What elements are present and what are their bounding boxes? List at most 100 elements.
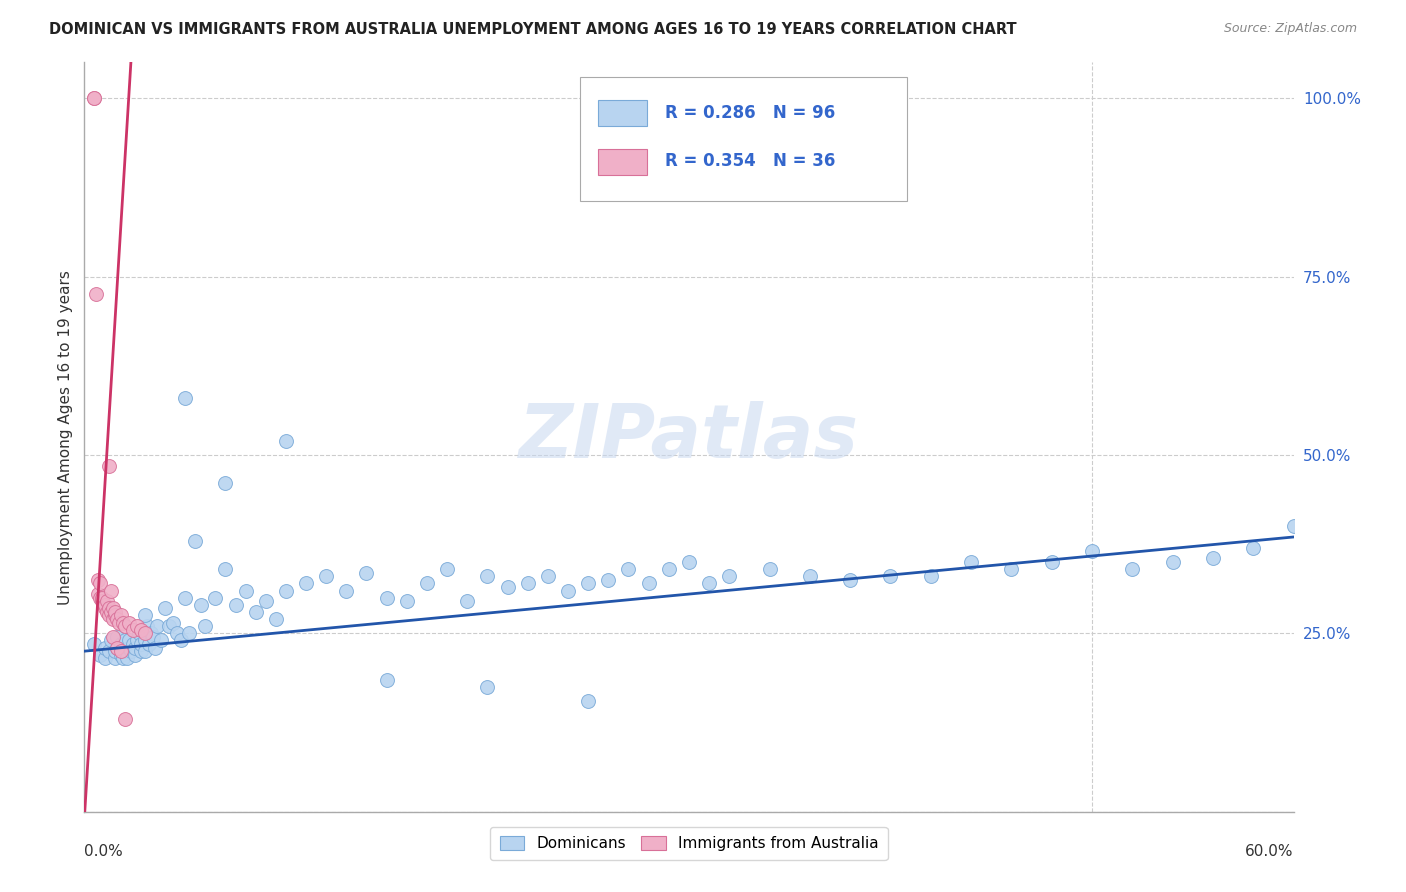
Point xyxy=(105,630,128,644)
Point xyxy=(89,576,111,591)
Point xyxy=(111,651,134,665)
Point xyxy=(166,626,188,640)
Point xyxy=(142,630,165,644)
Point xyxy=(576,694,599,708)
Point xyxy=(91,594,114,608)
Point xyxy=(134,626,156,640)
Point xyxy=(1000,562,1022,576)
Point xyxy=(83,91,105,105)
Point xyxy=(477,569,499,583)
Point xyxy=(245,605,267,619)
Point xyxy=(264,612,287,626)
Point xyxy=(129,623,152,637)
Point xyxy=(718,569,741,583)
Bar xyxy=(599,149,647,175)
Point xyxy=(557,583,579,598)
Point xyxy=(617,562,640,576)
Point xyxy=(100,633,122,648)
Point xyxy=(134,644,156,658)
Point xyxy=(315,569,337,583)
Point xyxy=(697,576,720,591)
Point xyxy=(194,619,217,633)
Text: 60.0%: 60.0% xyxy=(1246,844,1294,859)
Point xyxy=(153,601,176,615)
Point xyxy=(129,644,152,658)
Point xyxy=(120,644,142,658)
Point xyxy=(125,619,148,633)
Point xyxy=(114,712,136,726)
Point xyxy=(214,562,236,576)
Point xyxy=(274,583,297,598)
Point xyxy=(87,573,110,587)
Text: R = 0.286   N = 96: R = 0.286 N = 96 xyxy=(665,103,835,121)
Point xyxy=(93,598,115,612)
Point xyxy=(97,458,120,473)
Point xyxy=(114,633,136,648)
Point xyxy=(89,591,111,605)
Point xyxy=(477,680,499,694)
Point xyxy=(138,637,160,651)
Point xyxy=(375,673,398,687)
Point xyxy=(101,612,124,626)
Point xyxy=(162,615,184,630)
Point xyxy=(143,640,166,655)
Point xyxy=(118,640,141,655)
Point xyxy=(1282,519,1305,533)
Point xyxy=(125,633,148,648)
Point xyxy=(214,476,236,491)
Point xyxy=(104,608,127,623)
Point xyxy=(146,619,169,633)
Point xyxy=(115,651,138,665)
Point xyxy=(89,648,111,662)
Point xyxy=(170,633,193,648)
Point xyxy=(128,626,150,640)
Text: R = 0.354   N = 36: R = 0.354 N = 36 xyxy=(665,153,835,170)
Point xyxy=(101,601,124,615)
Point xyxy=(1202,551,1225,566)
Point xyxy=(190,598,212,612)
Point xyxy=(104,605,127,619)
Point xyxy=(598,573,620,587)
Point xyxy=(111,615,134,630)
Point xyxy=(799,569,821,583)
Point xyxy=(83,91,105,105)
Point xyxy=(124,640,146,655)
Y-axis label: Unemployment Among Ages 16 to 19 years: Unemployment Among Ages 16 to 19 years xyxy=(58,269,73,605)
Point xyxy=(91,591,114,605)
Point xyxy=(576,576,599,591)
Point xyxy=(135,619,157,633)
Point xyxy=(110,644,132,658)
Point xyxy=(174,391,197,405)
Point xyxy=(93,640,115,655)
Point xyxy=(356,566,378,580)
Point xyxy=(1121,562,1143,576)
Point xyxy=(86,287,108,301)
Point xyxy=(678,555,700,569)
Point xyxy=(254,594,277,608)
Point xyxy=(114,644,136,658)
Point xyxy=(879,569,901,583)
Text: Source: ZipAtlas.com: Source: ZipAtlas.com xyxy=(1223,22,1357,36)
Point xyxy=(104,644,127,658)
Point xyxy=(100,583,122,598)
Bar xyxy=(599,100,647,126)
Point xyxy=(920,569,942,583)
Point xyxy=(456,594,478,608)
Point xyxy=(516,576,538,591)
Point xyxy=(110,608,132,623)
Text: DOMINICAN VS IMMIGRANTS FROM AUSTRALIA UNEMPLOYMENT AMONG AGES 16 TO 19 YEARS CO: DOMINICAN VS IMMIGRANTS FROM AUSTRALIA U… xyxy=(49,22,1017,37)
Point xyxy=(114,619,136,633)
Point xyxy=(134,633,156,648)
Point xyxy=(274,434,297,448)
Point xyxy=(104,651,127,665)
Point xyxy=(295,576,318,591)
Point xyxy=(96,594,118,608)
Point xyxy=(129,637,152,651)
Point xyxy=(139,626,162,640)
Point xyxy=(225,598,247,612)
Point xyxy=(1241,541,1264,555)
Point xyxy=(416,576,439,591)
Point xyxy=(179,626,201,640)
Point xyxy=(960,555,983,569)
Point xyxy=(204,591,226,605)
